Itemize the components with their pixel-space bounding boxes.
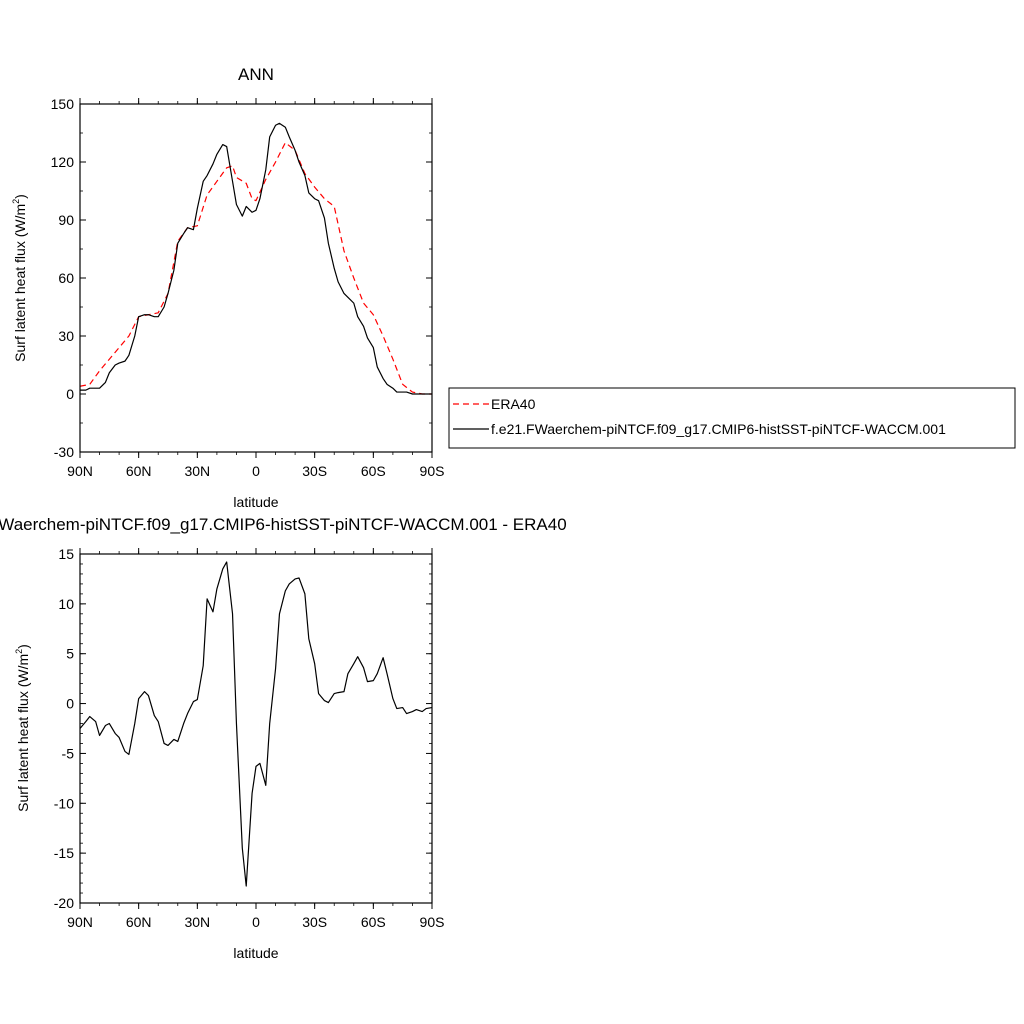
x-tick-label: 30S (302, 914, 327, 930)
y-axis-label: Surf latent heat flux (W/m2) (14, 644, 31, 812)
x-tick-label: 0 (252, 914, 260, 930)
x-tick-label: 60N (126, 914, 152, 930)
y-axis-label-close: ) (12, 194, 28, 199)
y-tick-label: -30 (54, 444, 74, 460)
y-tick-label: 90 (58, 212, 74, 228)
y-axis-ticks: -30 0 30 60 90 120 150 (51, 96, 432, 460)
series-line-model (80, 122, 432, 395)
y-tick-label: 150 (51, 96, 75, 112)
y-tick-label: -15 (54, 845, 74, 861)
y-tick-label: 60 (58, 270, 74, 286)
y-tick-label: -20 (54, 895, 74, 911)
x-tick-label: 30N (184, 914, 210, 930)
plot-lines (79, 122, 432, 395)
x-tick-label: 60S (361, 463, 386, 479)
x-tick-label: 0 (252, 463, 260, 479)
y-axis-label-text: Surf latent heat flux (W/m (15, 654, 31, 812)
x-tick-label: 30S (302, 463, 327, 479)
y-tick-label: -5 (62, 745, 75, 761)
y-tick-label: 5 (66, 646, 74, 662)
y-axis-label-superscript: 2 (11, 199, 21, 204)
x-axis-label: latitude (233, 945, 278, 961)
y-tick-label: 15 (58, 546, 74, 562)
x-tick-label: 90N (67, 914, 93, 930)
plot-frame (79, 553, 433, 904)
chart-title: f.e21.FWaerchem-piNTCF.f09_g17.CMIP6-his… (0, 515, 567, 534)
y-tick-label: 0 (66, 696, 74, 712)
plot-frame (79, 103, 433, 453)
y-tick-label: 10 (58, 596, 74, 612)
x-tick-label: 90N (67, 463, 93, 479)
y-tick-label: -10 (54, 795, 74, 811)
y-axis-label-close: ) (15, 644, 31, 649)
x-tick-label: 90S (420, 463, 445, 479)
chart-difference-latent-heat: f.e21.FWaerchem-piNTCF.f09_g17.CMIP6-his… (0, 515, 567, 961)
legend-model-label: f.e21.FWaerchem-piNTCF.f09_g17.CMIP6-his… (491, 421, 946, 437)
x-tick-label: 60N (126, 463, 152, 479)
x-axis-ticks: 90N 60N 30N 0 30S 60S 90S (67, 548, 444, 930)
x-axis-label: latitude (233, 494, 278, 510)
legend-frame (448, 387, 1016, 449)
series-line-difference (79, 561, 433, 887)
y-axis-label-superscript: 2 (14, 649, 24, 654)
y-tick-label: 0 (66, 386, 74, 402)
legend-era40-label: ERA40 (491, 396, 536, 412)
chart-title: ANN (238, 65, 274, 84)
legend: ERA40 f.e21.FWaerchem-piNTCF.f09_g17.CMI… (448, 387, 1016, 449)
y-tick-label: 30 (58, 328, 74, 344)
y-axis-label: Surf latent heat flux (W/m2) (11, 194, 28, 362)
y-axis-label-text: Surf latent heat flux (W/m (12, 204, 28, 362)
plot-lines (79, 561, 433, 887)
series-line-era40 (79, 142, 432, 395)
chart-annual-latent-heat: ANN -30 0 30 60 90 120 150 90N 60N 30N 0 30S 60S 90S… (11, 65, 444, 510)
x-tick-label: 90S (420, 914, 445, 930)
x-tick-label: 30N (184, 463, 210, 479)
x-tick-label: 60S (361, 914, 386, 930)
y-tick-label: 120 (51, 154, 75, 170)
x-axis-ticks: 90N 60N 30N 0 30S 60S 90S (67, 98, 444, 479)
